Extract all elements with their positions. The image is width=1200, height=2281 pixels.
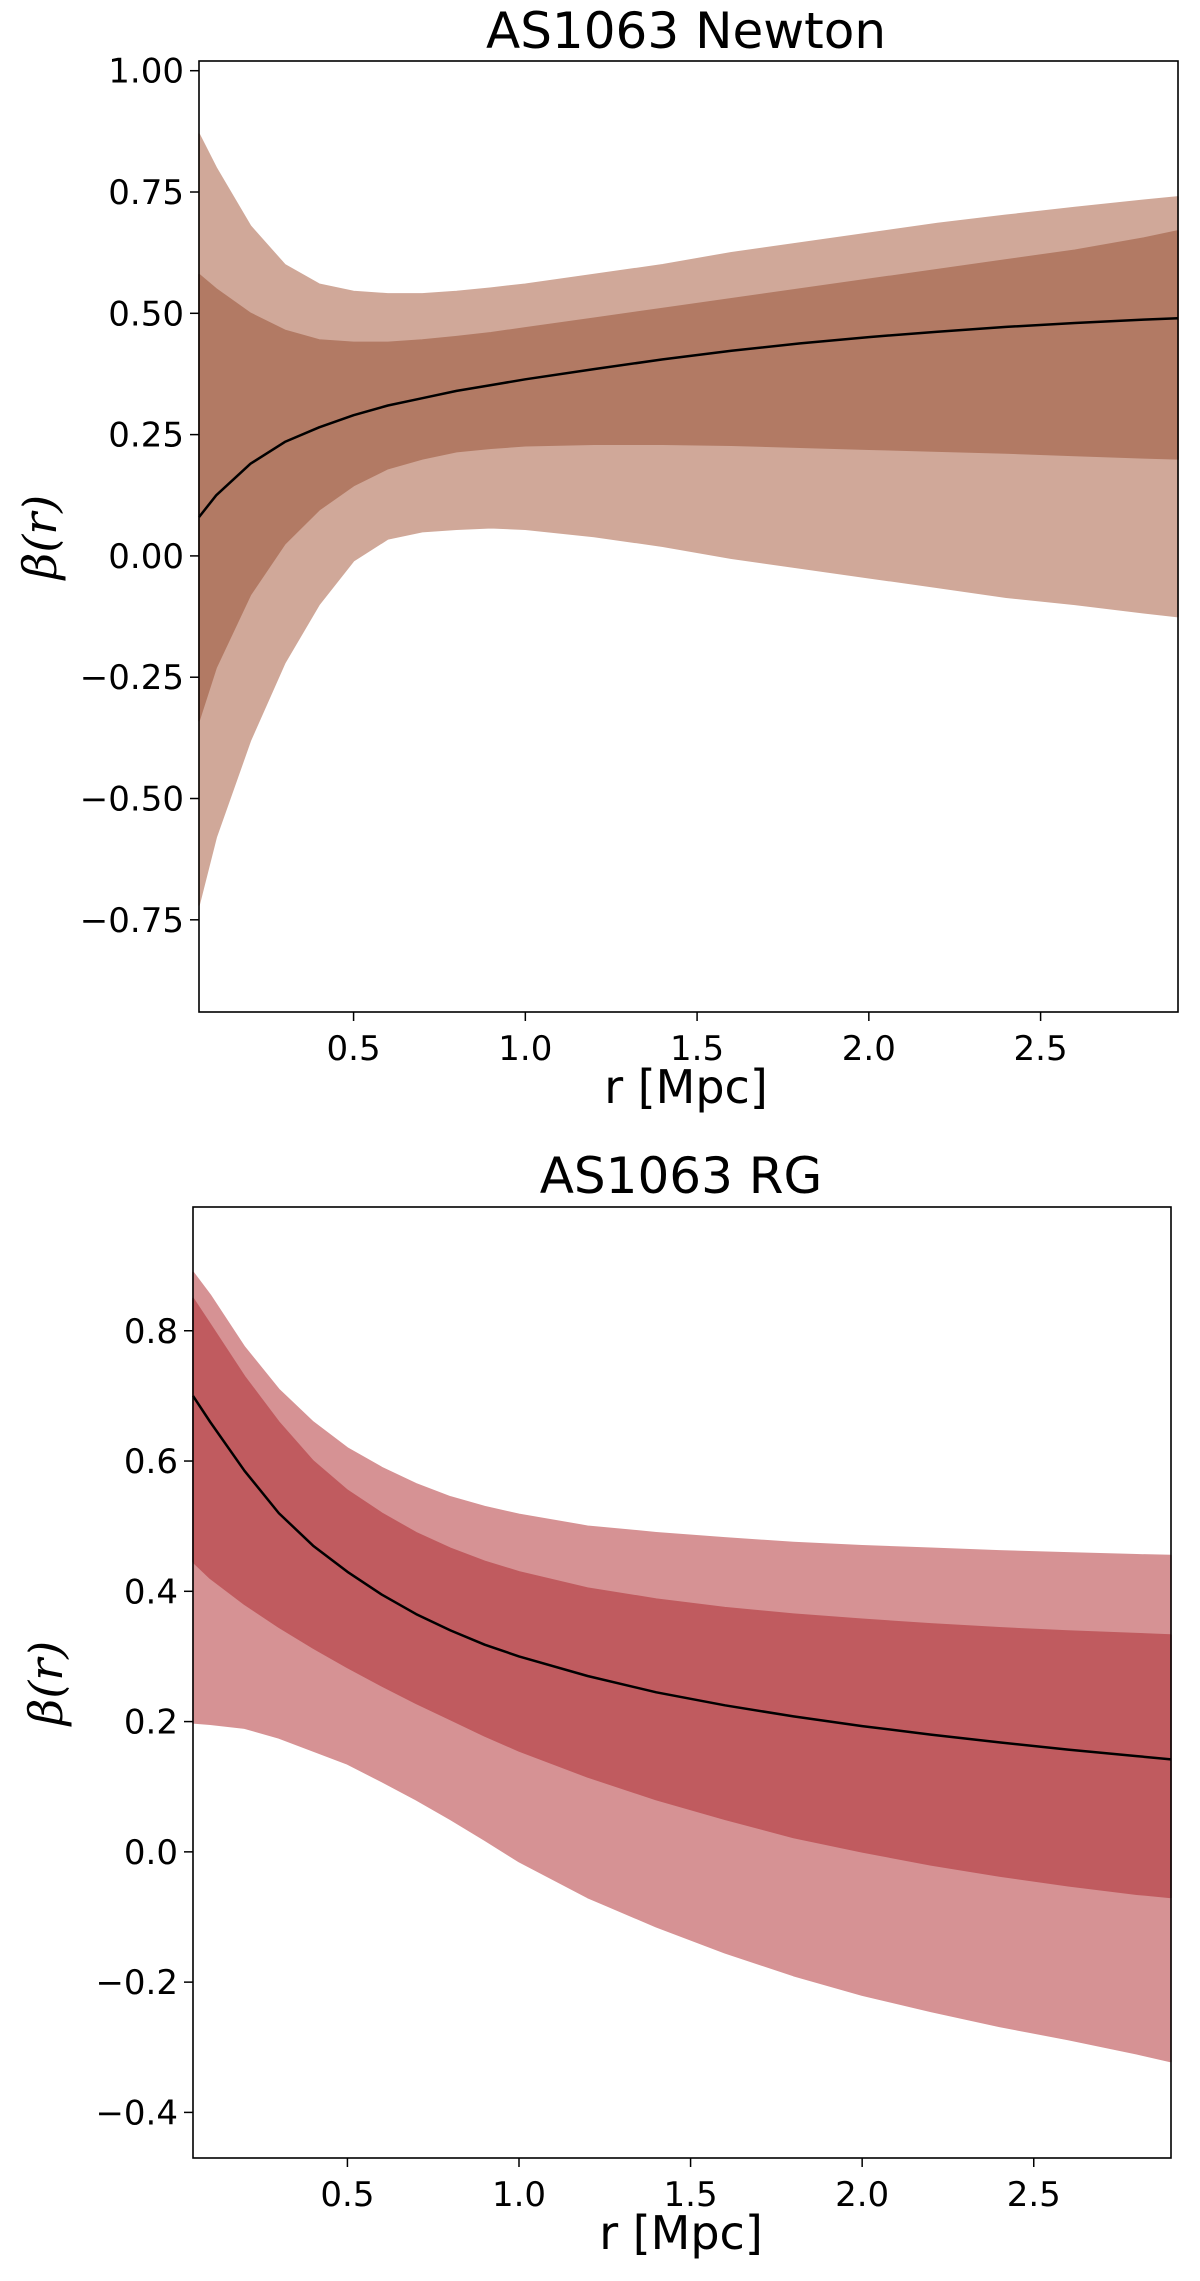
- y-tick-label: −0.50: [80, 780, 184, 820]
- y-axis: 0.8 0.6 0.4 0.2 0.0 −0.2 −0.4: [95, 1312, 193, 2133]
- y-tick-label: −0.25: [80, 658, 184, 698]
- x-tick-label: 2.0: [842, 1029, 896, 1069]
- x-tick-label: 2.0: [835, 2175, 889, 2215]
- x-tick-label: 0.5: [327, 1029, 381, 1069]
- x-axis-label: r [Mpc]: [604, 1060, 768, 1114]
- y-tick-label: 0.2: [124, 1703, 178, 1743]
- y-tick-label: 0.4: [124, 1572, 178, 1612]
- y-axis-label: β(r): [19, 1641, 73, 1727]
- y-tick-label: 0.8: [124, 1312, 178, 1352]
- chart-title: AS1063 Newton: [486, 2, 886, 60]
- median-line: [198, 316, 1179, 518]
- x-tick-label: 0.5: [320, 2175, 374, 2215]
- y-tick-label: 0.75: [108, 173, 184, 213]
- plot-frame: [192, 1206, 1172, 2159]
- plot-area: [191, 1271, 1172, 2063]
- y-tick-label: 0.0: [124, 1833, 178, 1873]
- y-tick-label: 0.50: [108, 294, 184, 334]
- y-tick-label: 0.25: [108, 416, 184, 456]
- y-tick-label: −0.75: [80, 901, 184, 941]
- x-tick-label: 2.5: [1007, 2175, 1061, 2215]
- y-tick-label: 1.00: [108, 52, 184, 92]
- x-tick-label: 1.0: [498, 1029, 552, 1069]
- y-axis-label: β(r): [13, 495, 67, 581]
- plot-area: [198, 133, 1179, 907]
- outer-confidence-band: [198, 133, 1179, 907]
- x-axis-label: r [Mpc]: [599, 2206, 763, 2260]
- x-axis: 0.5 1.0 1.5 2.0 2.5: [320, 2158, 1061, 2215]
- x-tick-label: 1.5: [664, 2175, 718, 2215]
- y-tick-label: −0.2: [95, 1963, 178, 2003]
- y-tick-label: 0.00: [108, 537, 184, 577]
- y-tick-label: 0.6: [124, 1442, 178, 1482]
- plot-frame: [198, 60, 1179, 1013]
- x-tick-label: 1.5: [670, 1029, 724, 1069]
- chart-newton: AS1063 Newton 0.5 1.0 1.5 2.0 2.5 1.00 0.75 0.…: [13, 2, 1179, 1114]
- x-axis: 0.5 1.0 1.5 2.0 2.5: [327, 1012, 1068, 1069]
- x-tick-label: 1.0: [492, 2175, 546, 2215]
- chart-title: AS1063 RG: [540, 1147, 823, 1205]
- y-axis: 1.00 0.75 0.50 0.25 0.00 −0.25 −0.50 −0.75: [80, 52, 199, 941]
- chart-rg: AS1063 RG 0.5 1.0 1.5 2.0 2.5 0.80.60.40.20.…: [19, 1147, 1172, 2260]
- y-tick-label: −0.4: [95, 2093, 178, 2133]
- x-tick-label: 2.5: [1014, 1029, 1068, 1069]
- median-line: [191, 1395, 1172, 1761]
